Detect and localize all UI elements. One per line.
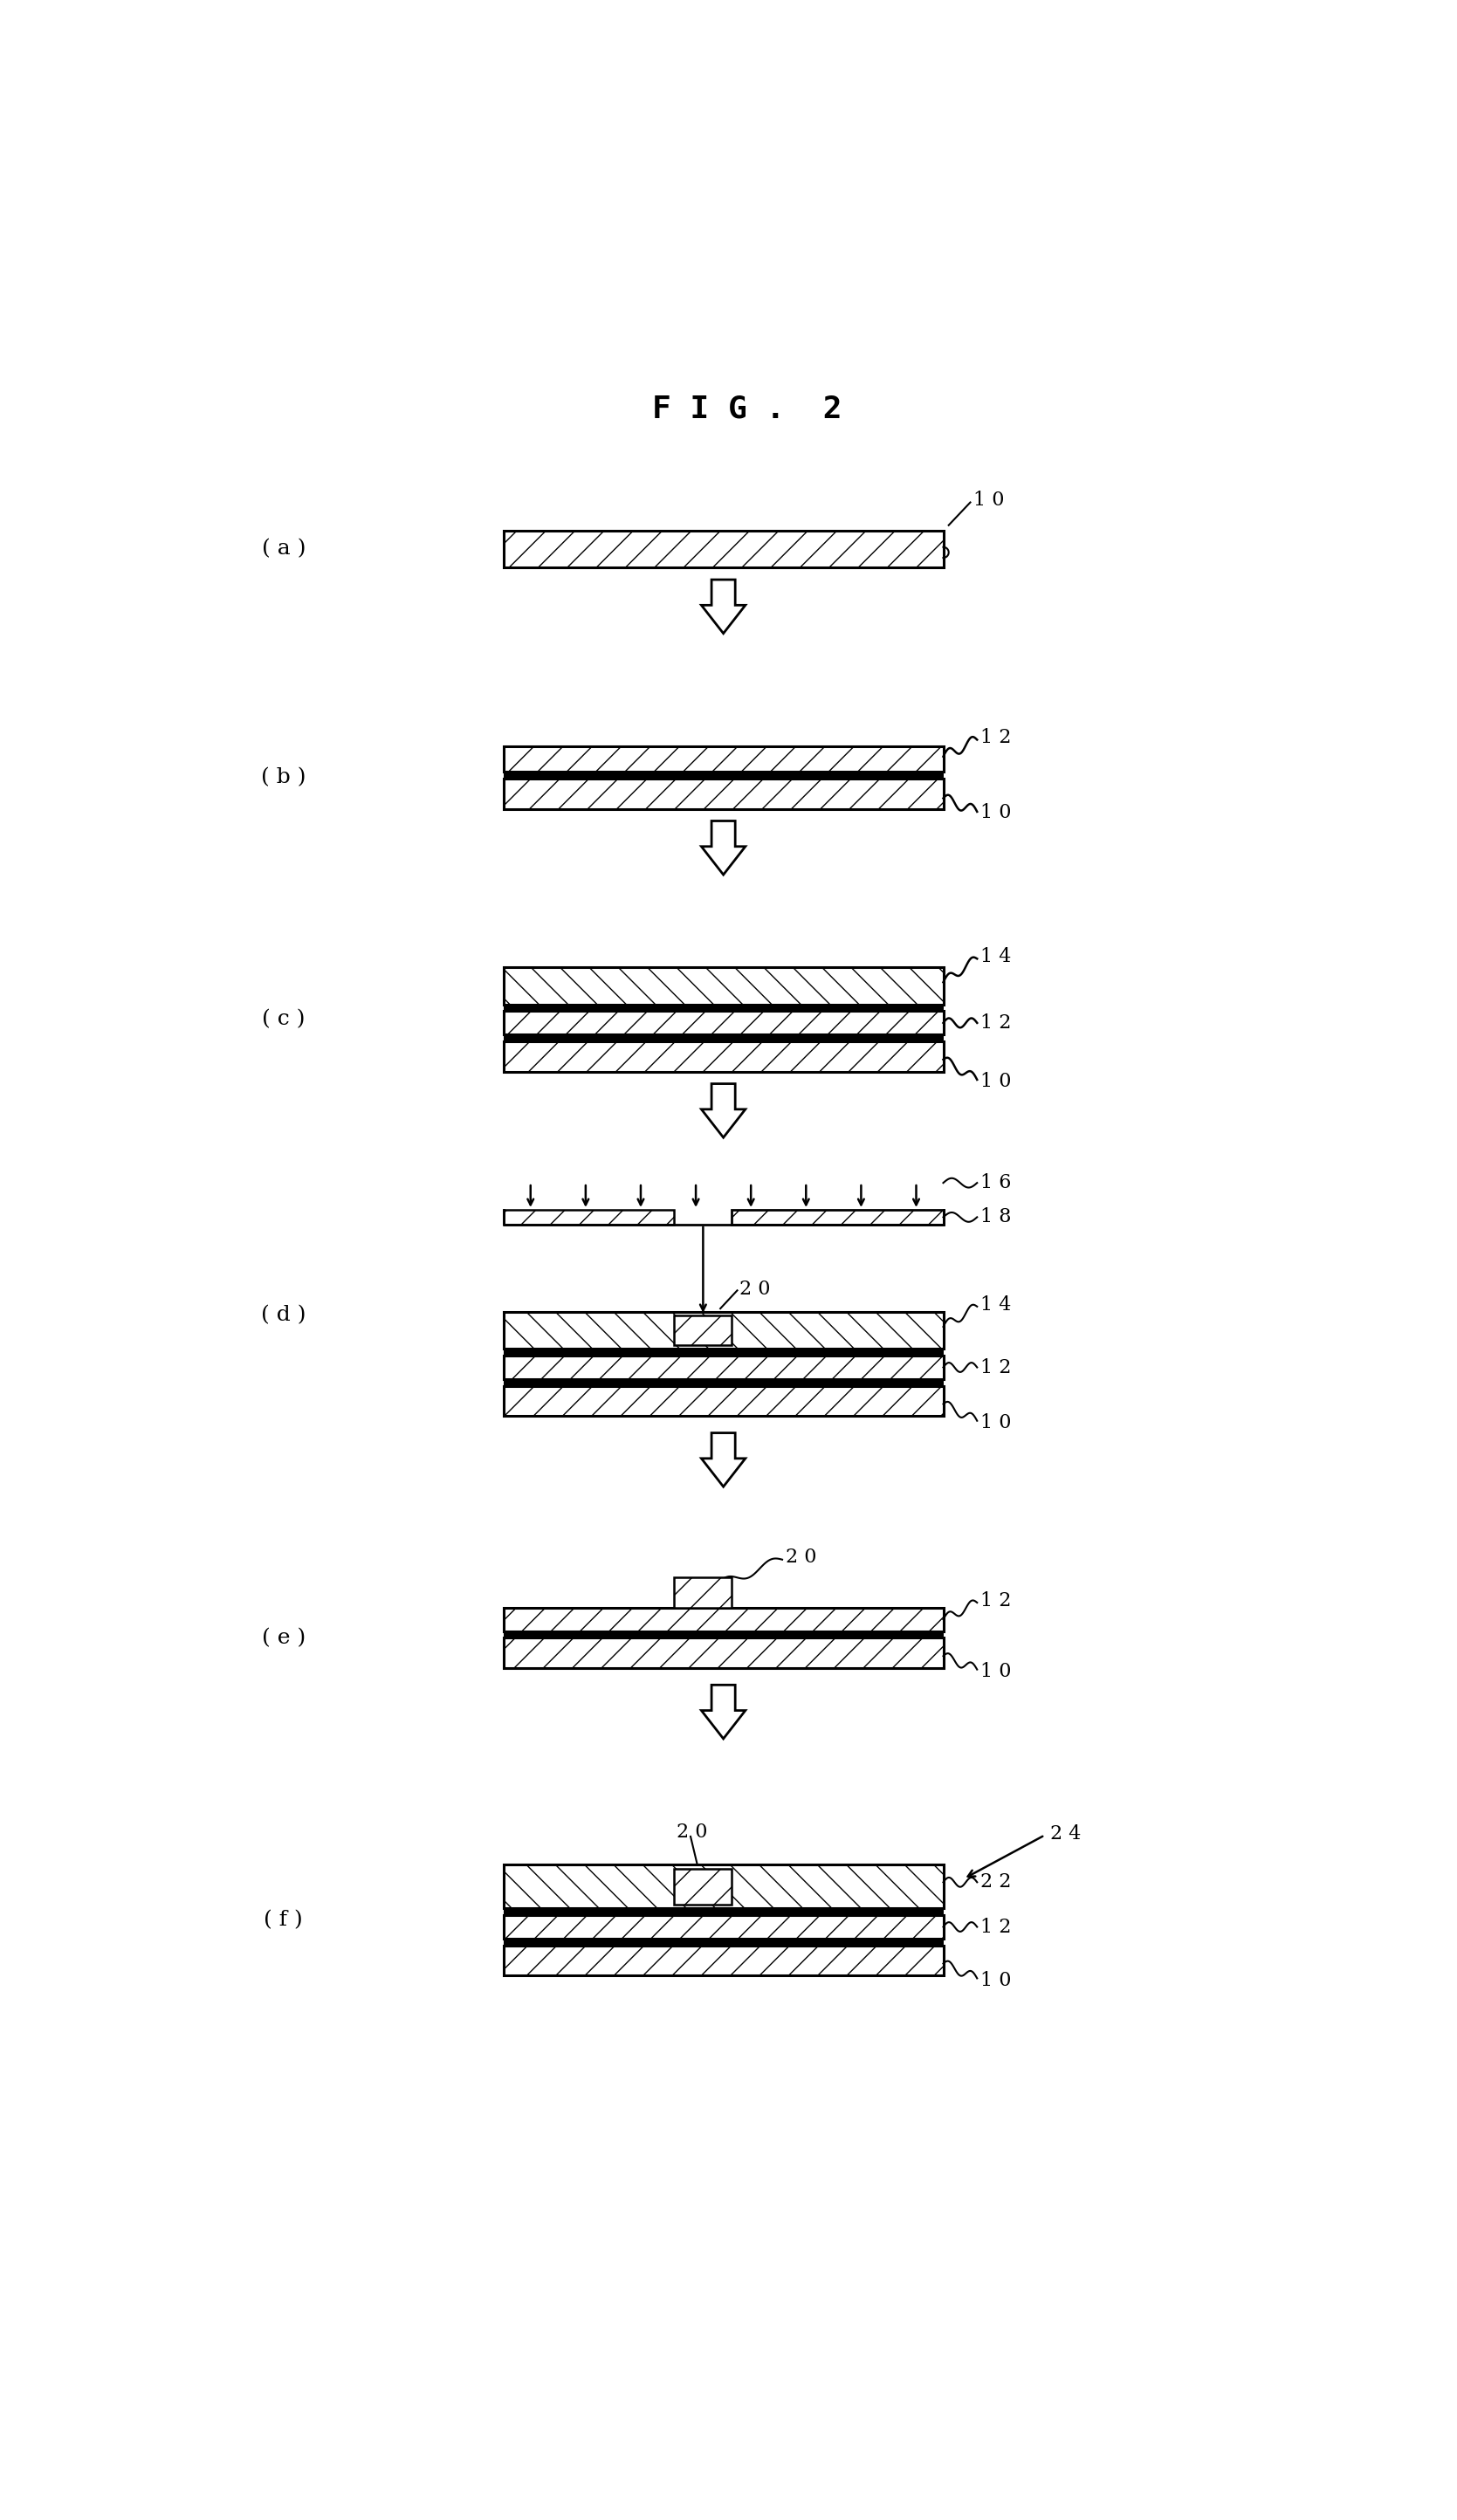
Bar	[675, 1870, 731, 1905]
Bar	[675, 1315, 731, 1346]
Text: 1 0: 1 0	[981, 1414, 1011, 1431]
Text: ( b ): ( b )	[261, 769, 306, 789]
Text: 1 2: 1 2	[981, 728, 1011, 748]
Bar	[504, 1865, 943, 1908]
Bar	[504, 746, 943, 771]
Bar	[504, 1356, 943, 1378]
Text: 2 0: 2 0	[676, 1822, 708, 1842]
Bar	[504, 1348, 943, 1356]
Bar	[504, 1005, 943, 1011]
Bar	[504, 1945, 943, 1976]
Text: 1 2: 1 2	[981, 1013, 1011, 1033]
Text: 1 2: 1 2	[981, 1918, 1011, 1935]
Bar	[504, 1210, 675, 1225]
Text: 1 2: 1 2	[981, 1590, 1011, 1610]
Text: 2 4: 2 4	[1050, 1824, 1081, 1845]
Text: 2 2: 2 2	[981, 1872, 1011, 1893]
Text: ( e ): ( e )	[262, 1628, 306, 1648]
Bar	[504, 1915, 943, 1938]
Text: ( d ): ( d )	[261, 1305, 306, 1326]
Bar	[504, 1608, 943, 1630]
Text: 1 0: 1 0	[981, 804, 1011, 822]
Polygon shape	[701, 1686, 746, 1739]
Text: 1 0: 1 0	[981, 1071, 1011, 1091]
Bar	[504, 1378, 943, 1386]
Bar	[504, 1313, 943, 1348]
Bar	[504, 1908, 943, 1915]
Text: 1 4: 1 4	[981, 1295, 1011, 1313]
Text: 2 0: 2 0	[785, 1547, 816, 1567]
Bar	[731, 1210, 943, 1225]
Text: 1 0: 1 0	[981, 1971, 1011, 1991]
Polygon shape	[701, 1084, 746, 1137]
Bar	[675, 1578, 731, 1608]
Text: 1 2: 1 2	[981, 1358, 1011, 1376]
Polygon shape	[701, 822, 746, 874]
Bar	[504, 532, 943, 567]
Bar	[504, 968, 943, 1005]
Bar	[504, 1036, 943, 1041]
Bar	[504, 779, 943, 809]
Bar	[504, 1630, 943, 1638]
Text: 1 8: 1 8	[981, 1207, 1011, 1227]
Bar	[504, 1638, 943, 1668]
Text: ( a ): ( a )	[262, 539, 306, 559]
Text: 1 0: 1 0	[973, 491, 1005, 509]
Bar	[504, 1386, 943, 1416]
Text: 1 0: 1 0	[981, 1661, 1011, 1681]
Text: ( f ): ( f )	[264, 1910, 303, 1930]
Bar	[504, 771, 943, 779]
Bar	[504, 1011, 943, 1036]
Text: F I G .  2: F I G . 2	[651, 396, 842, 423]
Text: ( c ): ( c )	[262, 1011, 305, 1031]
Text: 2 0: 2 0	[739, 1280, 771, 1298]
Bar	[504, 1041, 943, 1071]
Polygon shape	[701, 1434, 746, 1487]
Bar	[504, 1938, 943, 1945]
Text: 1 6: 1 6	[981, 1174, 1011, 1192]
Polygon shape	[701, 580, 746, 633]
Text: 1 4: 1 4	[981, 948, 1011, 965]
